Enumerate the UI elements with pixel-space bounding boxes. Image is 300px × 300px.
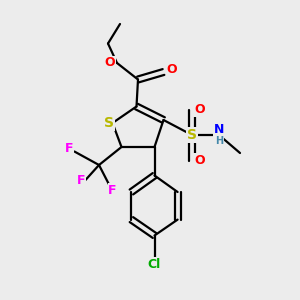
Text: O: O bbox=[167, 63, 177, 76]
Text: N: N bbox=[214, 123, 224, 136]
Text: F: F bbox=[65, 142, 74, 155]
Text: H: H bbox=[215, 136, 223, 146]
Text: S: S bbox=[104, 116, 114, 130]
Text: Cl: Cl bbox=[148, 257, 161, 271]
Text: S: S bbox=[187, 128, 197, 142]
Text: O: O bbox=[194, 154, 205, 167]
Text: F: F bbox=[76, 174, 85, 187]
Text: O: O bbox=[104, 56, 115, 70]
Text: O: O bbox=[194, 103, 205, 116]
Text: F: F bbox=[108, 184, 117, 197]
